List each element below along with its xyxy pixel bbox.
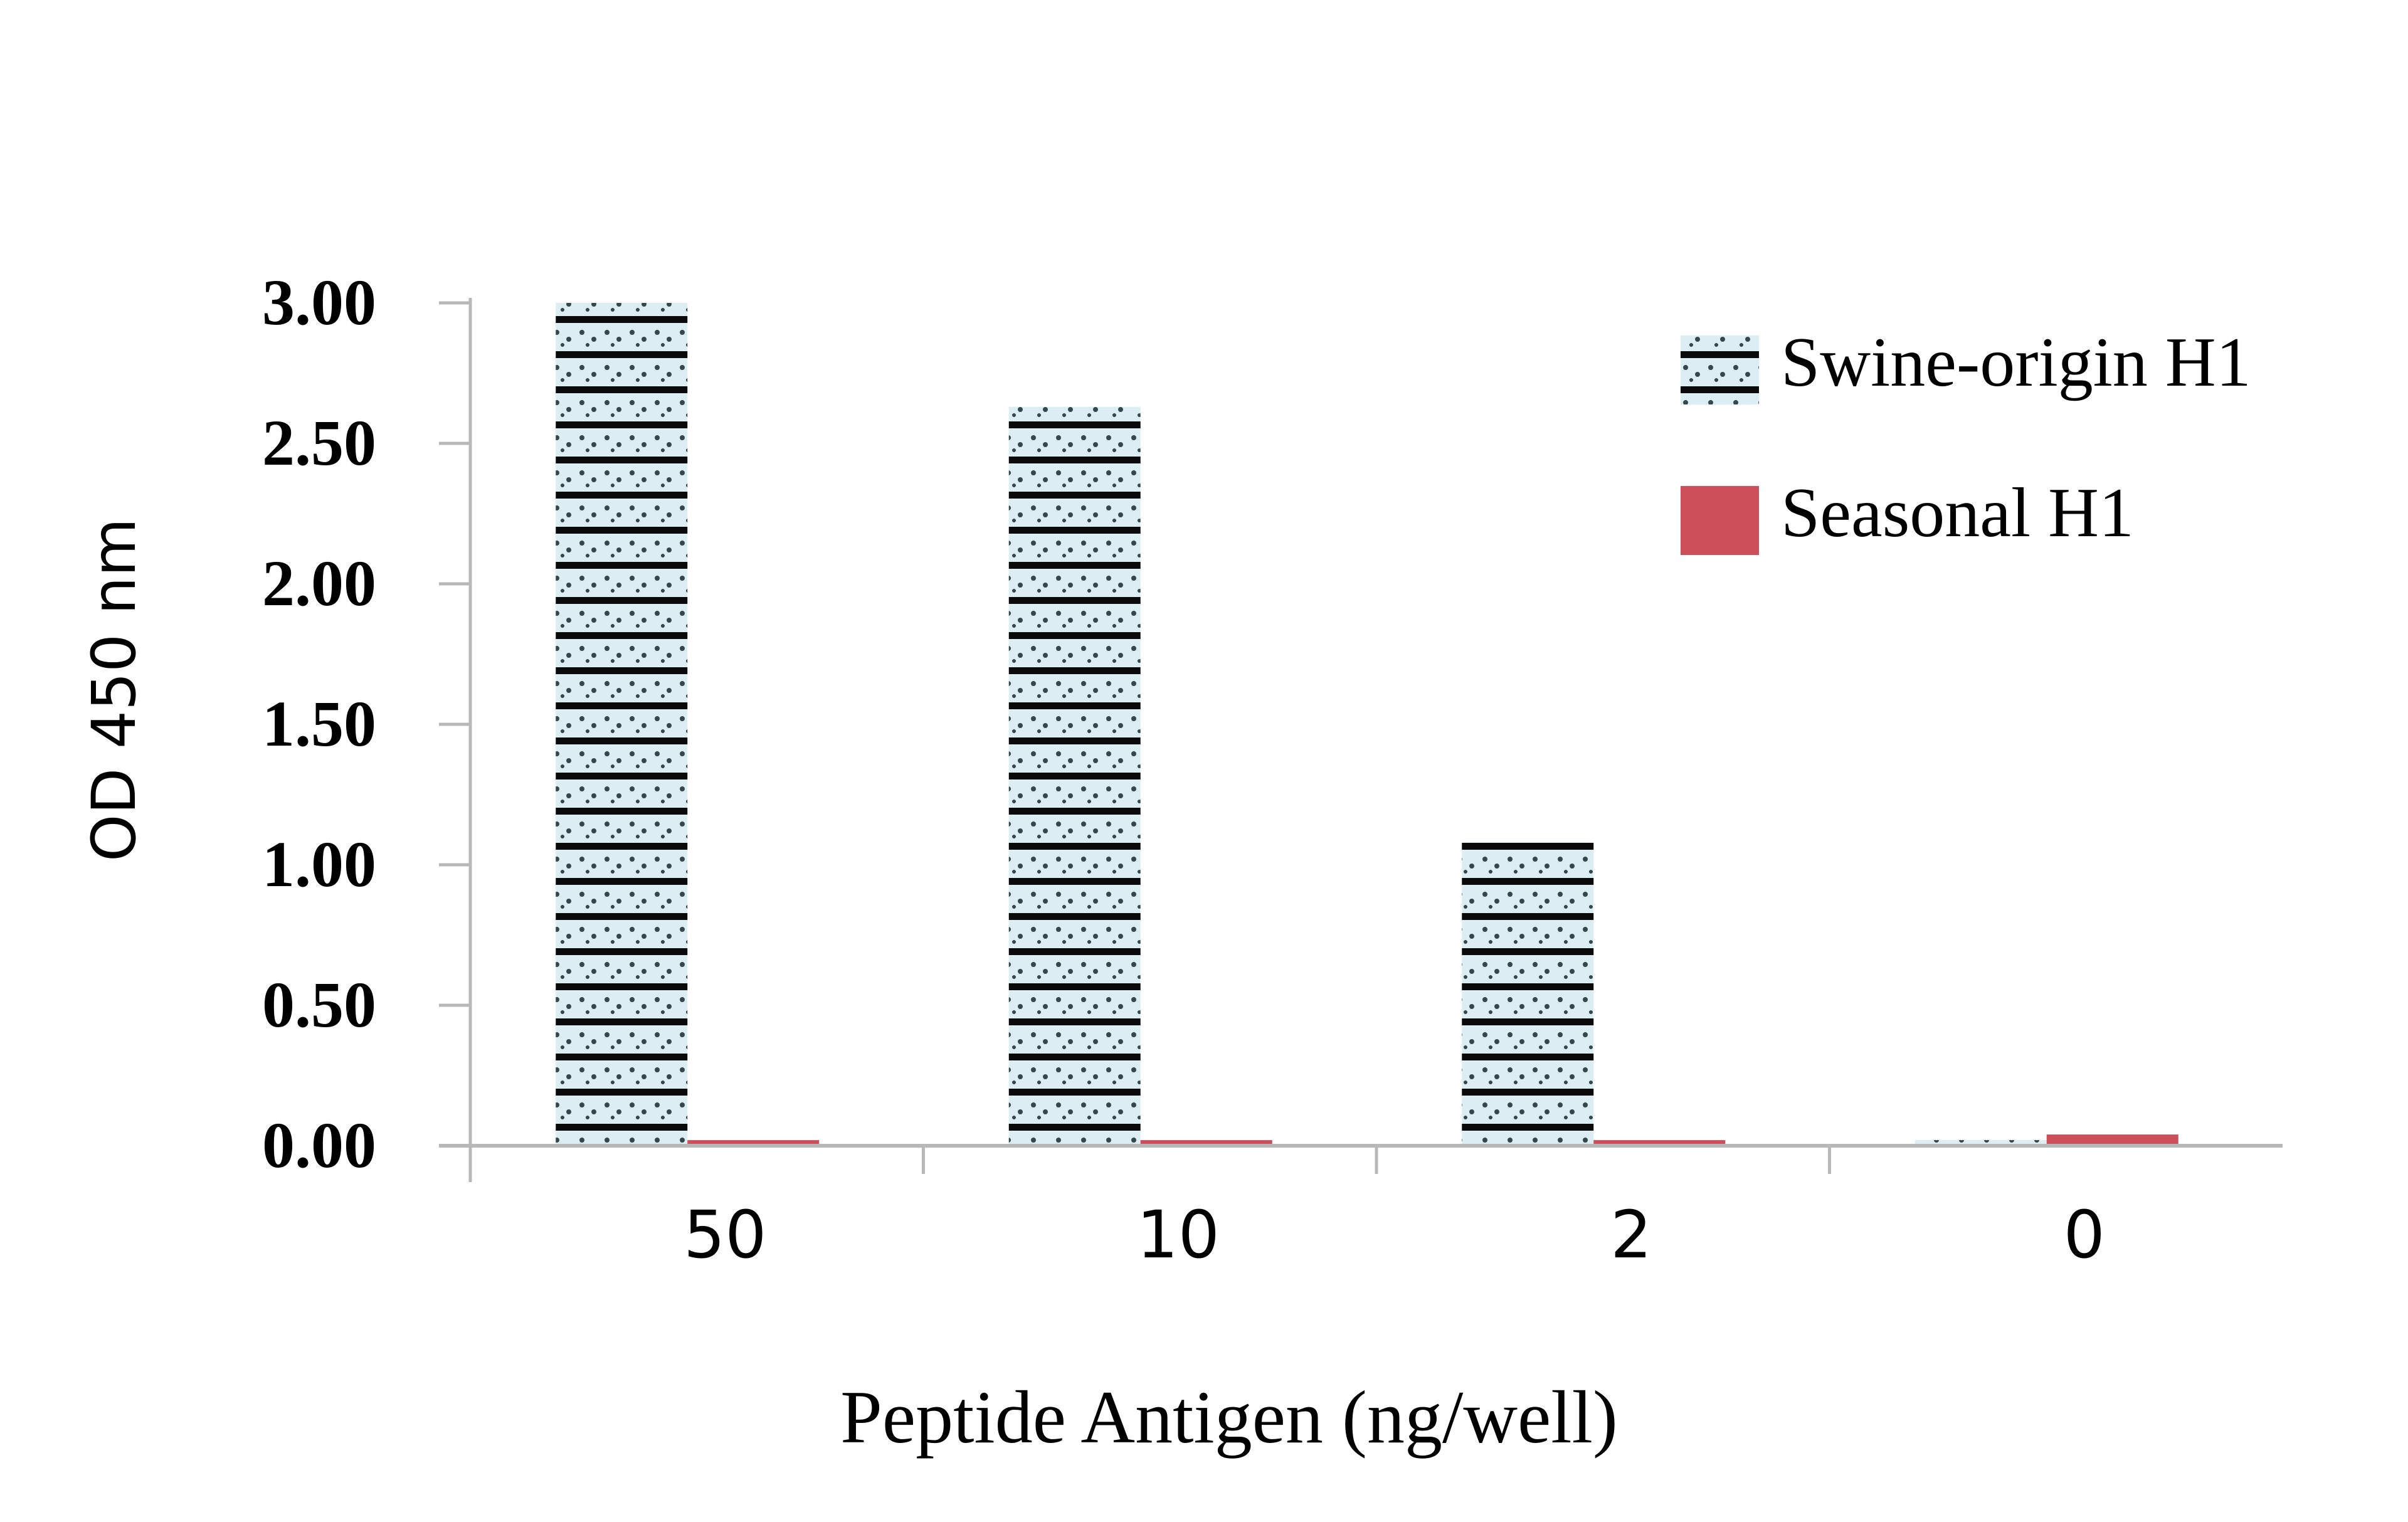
y-tick-label: 1.50 (262, 688, 376, 760)
y-tick-label: 1.00 (262, 828, 376, 901)
bar-swine-origin-h1 (1914, 1140, 2047, 1146)
bar-seasonal-h1 (1140, 1140, 1272, 1146)
legend-label: Swine-origin H1 (1781, 324, 2251, 401)
bar-seasonal-h1 (687, 1140, 820, 1146)
bar-swine-origin-h1 (1462, 842, 1594, 1146)
legend-label: Seasonal H1 (1781, 474, 2134, 552)
bar-seasonal-h1 (2046, 1134, 2178, 1146)
y-tick-label: 0.00 (262, 1109, 376, 1181)
y-tick-label: 0.50 (262, 969, 376, 1041)
x-tick-label: 0 (2064, 1197, 2105, 1273)
x-tick-label: 50 (684, 1197, 766, 1273)
legend-swatch (1681, 336, 1759, 404)
x-tick-label: 10 (1137, 1197, 1220, 1273)
y-tick-label: 2.00 (262, 547, 376, 620)
y-axis-label: OD 450 nm (79, 518, 149, 862)
y-tick-label: 3.00 (262, 267, 376, 339)
x-tick-label: 2 (1610, 1197, 1652, 1273)
x-axis-label: Peptide Antigen (ng/well) (840, 1375, 1618, 1459)
y-tick-label: 2.50 (262, 407, 376, 479)
bar-seasonal-h1 (1593, 1140, 1726, 1146)
legend: Swine-origin H1 Seasonal H1 (1681, 324, 2251, 555)
legend-swatch (1681, 486, 1759, 555)
bar-swine-origin-h1 (556, 303, 688, 1146)
bar-swine-origin-h1 (1008, 406, 1141, 1146)
